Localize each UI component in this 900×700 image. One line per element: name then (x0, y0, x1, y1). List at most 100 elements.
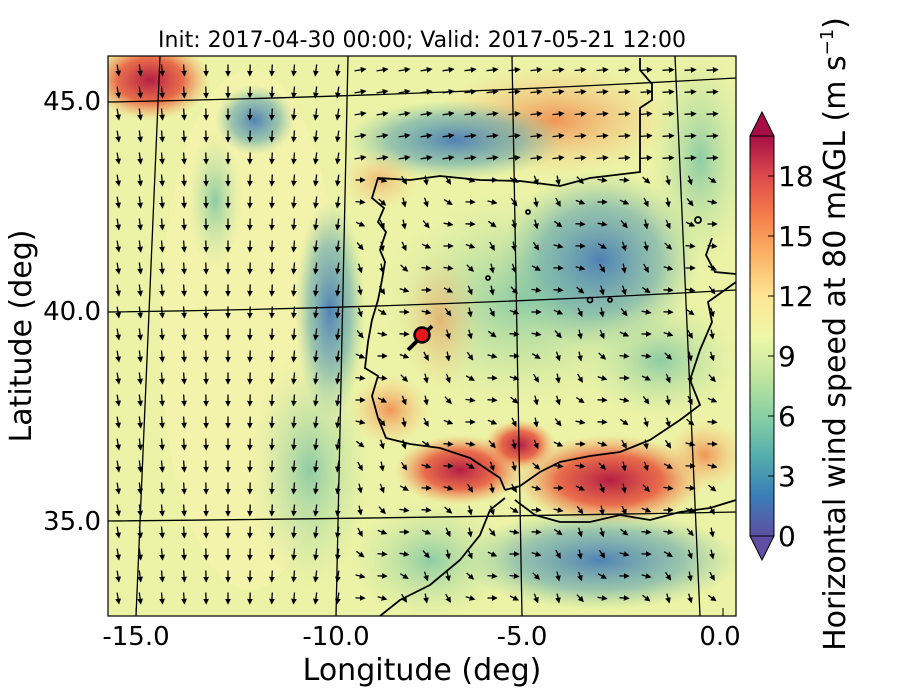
wind-arrow (181, 570, 187, 583)
wind-arrow (531, 331, 542, 337)
wind-arrow (137, 372, 144, 385)
wind-arrow (641, 286, 651, 294)
wind-arrow (553, 441, 564, 447)
wind-arrow (355, 375, 366, 381)
wind-arrow (531, 287, 542, 293)
wind-arrow (376, 132, 389, 139)
wind-arrow (115, 328, 122, 341)
wind-arrow (377, 177, 388, 183)
wind-arrow (159, 504, 165, 517)
wind-arrow (599, 307, 605, 318)
wind-arrow (379, 263, 385, 274)
wind-arrow (291, 350, 297, 363)
wind-arrow (312, 262, 319, 275)
wind-arrow (443, 419, 454, 425)
wind-arrow (510, 396, 519, 404)
colorbar-label-close: ) (818, 17, 853, 29)
wind-arrow (443, 287, 454, 293)
wind-arrow (115, 262, 122, 275)
wind-arrow (706, 133, 719, 139)
wind-arrow (269, 64, 275, 77)
wind-arrow (159, 460, 165, 473)
wind-arrow (420, 66, 433, 73)
wind-arrow (269, 394, 275, 407)
wind-arrow (465, 463, 475, 469)
wind-arrow (621, 461, 627, 472)
wind-arrow (687, 329, 693, 339)
wind-arrow (137, 240, 144, 253)
wind-arrow (663, 463, 673, 469)
wind-arrow (577, 373, 583, 383)
wind-arrow (619, 551, 630, 557)
wind-arrow (181, 108, 187, 121)
wind-arrow (707, 243, 718, 249)
wind-arrow (489, 241, 495, 252)
wind-arrow (269, 350, 275, 363)
wind-arrow (643, 263, 649, 273)
wind-arrow (137, 64, 144, 77)
wind-arrow (379, 241, 385, 252)
wind-arrow (334, 548, 341, 561)
wind-arrow (576, 594, 584, 603)
wind-arrow (663, 265, 674, 271)
wind-arrow (378, 198, 387, 206)
wind-arrow (685, 221, 696, 227)
wind-arrow (269, 86, 275, 99)
colorbar-ticks: 0 3 6 9 12 15 18 (768, 160, 814, 553)
wind-arrow (442, 132, 455, 139)
wind-arrow (708, 484, 717, 492)
wind-arrow (574, 89, 587, 95)
wind-arrow (685, 507, 696, 513)
wind-arrow (640, 155, 653, 161)
wind-arrow (357, 505, 363, 516)
wind-arrow (533, 395, 539, 406)
wind-arrow (269, 526, 275, 539)
wind-arrow (334, 526, 341, 539)
wind-arrow (466, 351, 474, 361)
wind-arrow (465, 177, 476, 183)
wind-arrow (531, 265, 541, 271)
wind-arrow (640, 133, 653, 139)
wind-arrow (181, 174, 187, 187)
wind-arrow (599, 483, 605, 494)
wind-arrow (486, 66, 499, 73)
wind-arrow (444, 396, 452, 405)
wind-arrow (509, 375, 520, 381)
wind-arrow (334, 108, 341, 121)
wind-arrow (115, 306, 122, 319)
wind-arrow (531, 353, 541, 359)
wind-arrow (486, 110, 499, 117)
y-tick-label: 40.0 (43, 297, 101, 327)
wind-arrow (269, 482, 275, 495)
wind-arrow (115, 284, 122, 297)
wind-arrow (269, 460, 275, 473)
wind-arrow (421, 529, 432, 535)
wind-arrow (312, 592, 319, 605)
wind-arrow (509, 309, 520, 315)
wind-arrow (181, 240, 187, 253)
wind-arrow (159, 108, 165, 121)
wind-arrow (115, 592, 122, 605)
wind-arrow (181, 460, 187, 473)
wind-arrow (443, 199, 453, 206)
wind-arrow (687, 351, 693, 362)
wind-arrow (619, 397, 630, 403)
wind-arrow (398, 66, 411, 73)
wind-arrow (401, 439, 407, 450)
wind-arrow (422, 550, 430, 559)
wind-arrow (115, 64, 122, 77)
wind-arrow (401, 219, 407, 230)
wind-arrow (662, 89, 675, 95)
wind-arrow (355, 221, 366, 227)
wind-arrow (663, 529, 674, 535)
wind-arrow (445, 351, 451, 362)
wind-arrow (577, 351, 583, 362)
wind-arrow (599, 527, 605, 538)
colorbar-tick-label: 6 (778, 400, 796, 433)
wind-arrow (379, 285, 386, 295)
wind-arrow (356, 242, 364, 251)
wind-arrow (377, 375, 388, 381)
wind-arrow (115, 86, 122, 99)
wind-arrow (464, 154, 477, 161)
wind-arrow (687, 395, 693, 406)
